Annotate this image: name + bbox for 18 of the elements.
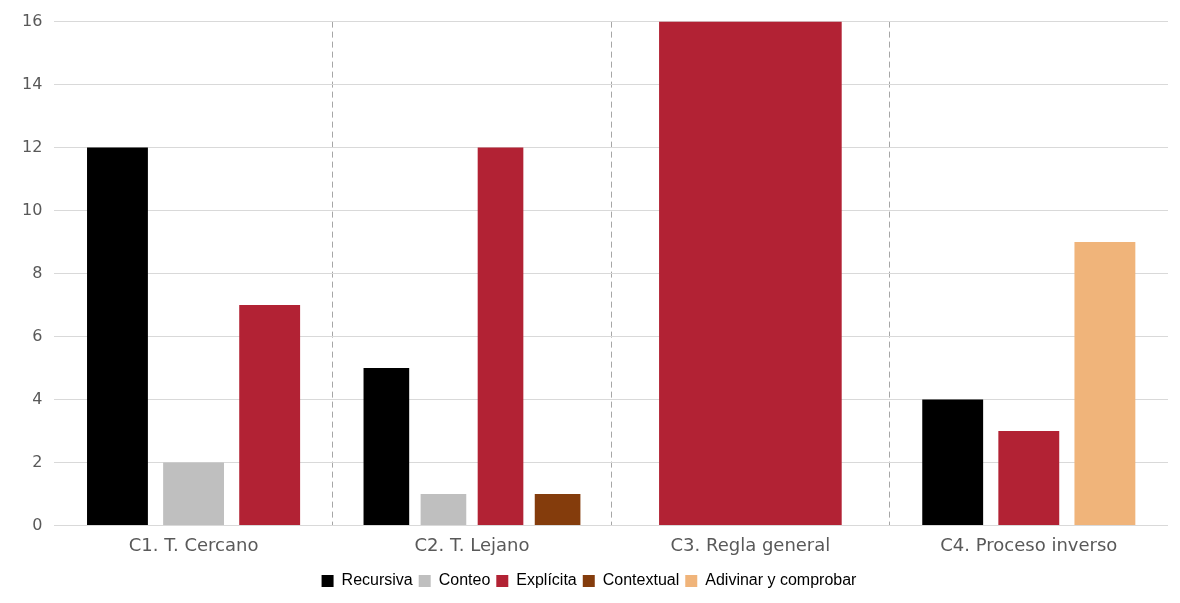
- y-tick-label: 0: [32, 514, 43, 534]
- legend-label: Adivinar y comprobar: [705, 571, 858, 589]
- y-tick-label: 4: [32, 388, 43, 408]
- x-tick-label: C1. T. Cercano: [128, 533, 259, 555]
- y-tick-label: 8: [32, 262, 43, 282]
- y-tick-label: 12: [22, 136, 43, 156]
- legend-label: Explícita: [516, 571, 577, 589]
- x-tick-label: C2. T. Lejano: [414, 533, 530, 555]
- legend-label: Conteo: [438, 571, 491, 589]
- legend-label: Recursiva: [341, 571, 413, 589]
- y-tick-label: 6: [32, 325, 43, 345]
- x-tick-label: C4. Proceso inverso: [940, 533, 1118, 555]
- x-tick-label: C3. Regla general: [670, 533, 831, 555]
- y-tick-label: 16: [22, 10, 43, 30]
- y-tick-label: 2: [32, 451, 43, 471]
- y-tick-label: 10: [22, 199, 43, 219]
- y-tick-label: 14: [22, 73, 43, 93]
- legend-label: Contextual: [602, 571, 680, 589]
